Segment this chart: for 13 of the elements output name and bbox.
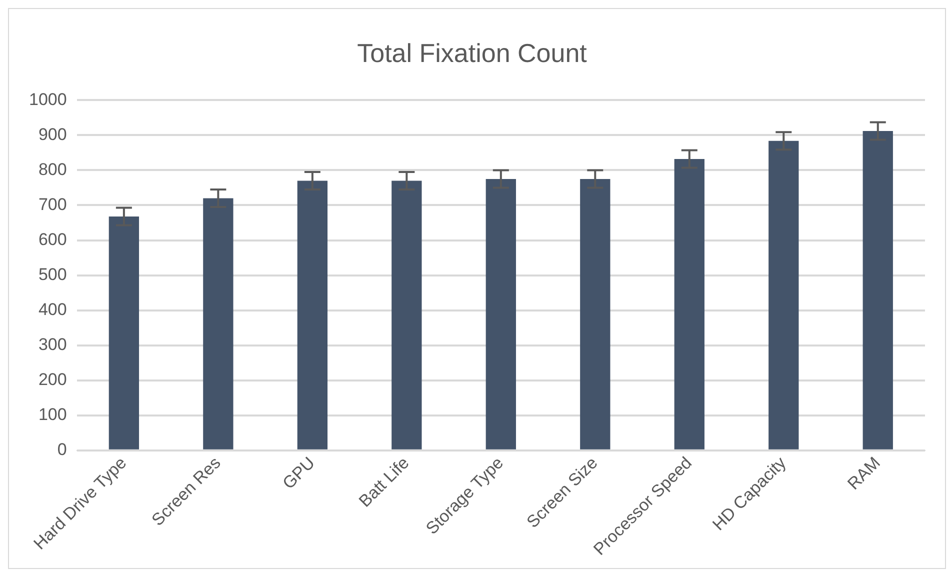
y-tick-label: 300 — [38, 335, 67, 354]
y-tick-label: 400 — [38, 300, 67, 319]
y-tick-label: 900 — [38, 124, 67, 144]
y-tick-label: 200 — [38, 370, 67, 390]
y-tick-label: 700 — [38, 194, 67, 214]
y-tick-label: 500 — [38, 264, 67, 284]
y-tick-label: 1000 — [28, 90, 67, 109]
y-tick-label: 800 — [38, 160, 67, 179]
chart-title: Total Fixation Count — [357, 38, 588, 68]
y-tick-label: 100 — [38, 405, 67, 424]
x-tick-label: Batt Life — [355, 453, 413, 511]
y-tick-label: 0 — [57, 440, 67, 460]
y-tick-label: 600 — [38, 230, 67, 249]
